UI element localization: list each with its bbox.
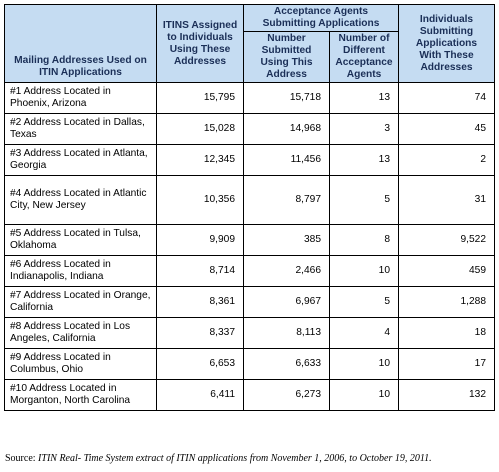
agents-cell: 13 bbox=[329, 144, 399, 176]
table-header: Mailing Addresses Used on ITIN Applicati… bbox=[4, 4, 495, 83]
itin-address-table-container: Mailing Addresses Used on ITIN Applicati… bbox=[4, 4, 495, 411]
submitted-cell: 15,718 bbox=[243, 82, 330, 114]
table-row: #9 Address Located in Columbus, Ohio 6,6… bbox=[4, 348, 495, 380]
table-row: #8 Address Located in Los Angeles, Calif… bbox=[4, 317, 495, 349]
address-cell: #2 Address Located in Dallas, Texas bbox=[4, 113, 157, 145]
individuals-cell: 31 bbox=[398, 175, 495, 225]
header-itins: ITINS Assigned to Individuals Using Thes… bbox=[156, 4, 244, 83]
header-acceptance-agents: Acceptance Agents Submitting Application… bbox=[243, 4, 399, 32]
itins-cell: 8,714 bbox=[156, 255, 244, 287]
table-row: #1 Address Located in Phoenix, Arizona 1… bbox=[4, 82, 495, 114]
itins-cell: 6,653 bbox=[156, 348, 244, 380]
address-cell: #4 Address Located in Atlantic City, New… bbox=[4, 175, 157, 225]
submitted-cell: 6,633 bbox=[243, 348, 330, 380]
header-individuals: Individuals Submitting Applications With… bbox=[398, 4, 495, 83]
table-row: #3 Address Located in Atlanta, Georgia 1… bbox=[4, 144, 495, 176]
individuals-cell: 2 bbox=[398, 144, 495, 176]
table-row: #6 Address Located in Indianapolis, Indi… bbox=[4, 255, 495, 287]
agents-cell: 5 bbox=[329, 286, 399, 318]
individuals-cell: 17 bbox=[398, 348, 495, 380]
address-cell: #3 Address Located in Atlanta, Georgia bbox=[4, 144, 157, 176]
itins-cell: 15,795 bbox=[156, 82, 244, 114]
submitted-cell: 8,113 bbox=[243, 317, 330, 349]
submitted-cell: 385 bbox=[243, 224, 330, 256]
address-cell: #10 Address Located in Morganton, North … bbox=[4, 379, 157, 411]
agents-cell: 5 bbox=[329, 175, 399, 225]
itins-cell: 8,361 bbox=[156, 286, 244, 318]
agents-cell: 13 bbox=[329, 82, 399, 114]
submitted-cell: 6,967 bbox=[243, 286, 330, 318]
itins-cell: 8,337 bbox=[156, 317, 244, 349]
source-note: Source: ITIN Real- Time System extract o… bbox=[5, 453, 432, 464]
agents-cell: 8 bbox=[329, 224, 399, 256]
itins-cell: 10,356 bbox=[156, 175, 244, 225]
header-number-submitted: Number Submitted Using This Address bbox=[243, 31, 330, 83]
table-row: #10 Address Located in Morganton, North … bbox=[4, 379, 495, 411]
itins-cell: 9,909 bbox=[156, 224, 244, 256]
submitted-cell: 2,466 bbox=[243, 255, 330, 287]
individuals-cell: 9,522 bbox=[398, 224, 495, 256]
submitted-cell: 6,273 bbox=[243, 379, 330, 411]
address-cell: #5 Address Located in Tulsa, Oklahoma bbox=[4, 224, 157, 256]
agents-cell: 10 bbox=[329, 348, 399, 380]
table-row: #5 Address Located in Tulsa, Oklahoma 9,… bbox=[4, 224, 495, 256]
address-cell: #6 Address Located in Indianapolis, Indi… bbox=[4, 255, 157, 287]
address-cell: #7 Address Located in Orange, California bbox=[4, 286, 157, 318]
header-address: Mailing Addresses Used on ITIN Applicati… bbox=[4, 4, 157, 83]
table-row: #2 Address Located in Dallas, Texas 15,0… bbox=[4, 113, 495, 145]
individuals-cell: 1,288 bbox=[398, 286, 495, 318]
source-text: ITIN Real- Time System extract of ITIN a… bbox=[38, 453, 432, 464]
individuals-cell: 74 bbox=[398, 82, 495, 114]
submitted-cell: 8,797 bbox=[243, 175, 330, 225]
agents-cell: 4 bbox=[329, 317, 399, 349]
agents-cell: 3 bbox=[329, 113, 399, 145]
source-label: Source: bbox=[5, 453, 36, 464]
address-cell: #1 Address Located in Phoenix, Arizona bbox=[4, 82, 157, 114]
header-number-agents: Number of Different Acceptance Agents bbox=[329, 31, 399, 83]
agents-cell: 10 bbox=[329, 255, 399, 287]
agents-cell: 10 bbox=[329, 379, 399, 411]
itins-cell: 15,028 bbox=[156, 113, 244, 145]
table-body: #1 Address Located in Phoenix, Arizona 1… bbox=[4, 82, 495, 411]
itins-cell: 6,411 bbox=[156, 379, 244, 411]
header-row-top: Mailing Addresses Used on ITIN Applicati… bbox=[4, 4, 495, 83]
table-row: #4 Address Located in Atlantic City, New… bbox=[4, 175, 495, 225]
submitted-cell: 11,456 bbox=[243, 144, 330, 176]
individuals-cell: 459 bbox=[398, 255, 495, 287]
table-row: #7 Address Located in Orange, California… bbox=[4, 286, 495, 318]
address-cell: #8 Address Located in Los Angeles, Calif… bbox=[4, 317, 157, 349]
itins-cell: 12,345 bbox=[156, 144, 244, 176]
submitted-cell: 14,968 bbox=[243, 113, 330, 145]
individuals-cell: 18 bbox=[398, 317, 495, 349]
address-cell: #9 Address Located in Columbus, Ohio bbox=[4, 348, 157, 380]
individuals-cell: 45 bbox=[398, 113, 495, 145]
individuals-cell: 132 bbox=[398, 379, 495, 411]
itin-address-table: Mailing Addresses Used on ITIN Applicati… bbox=[4, 4, 495, 411]
